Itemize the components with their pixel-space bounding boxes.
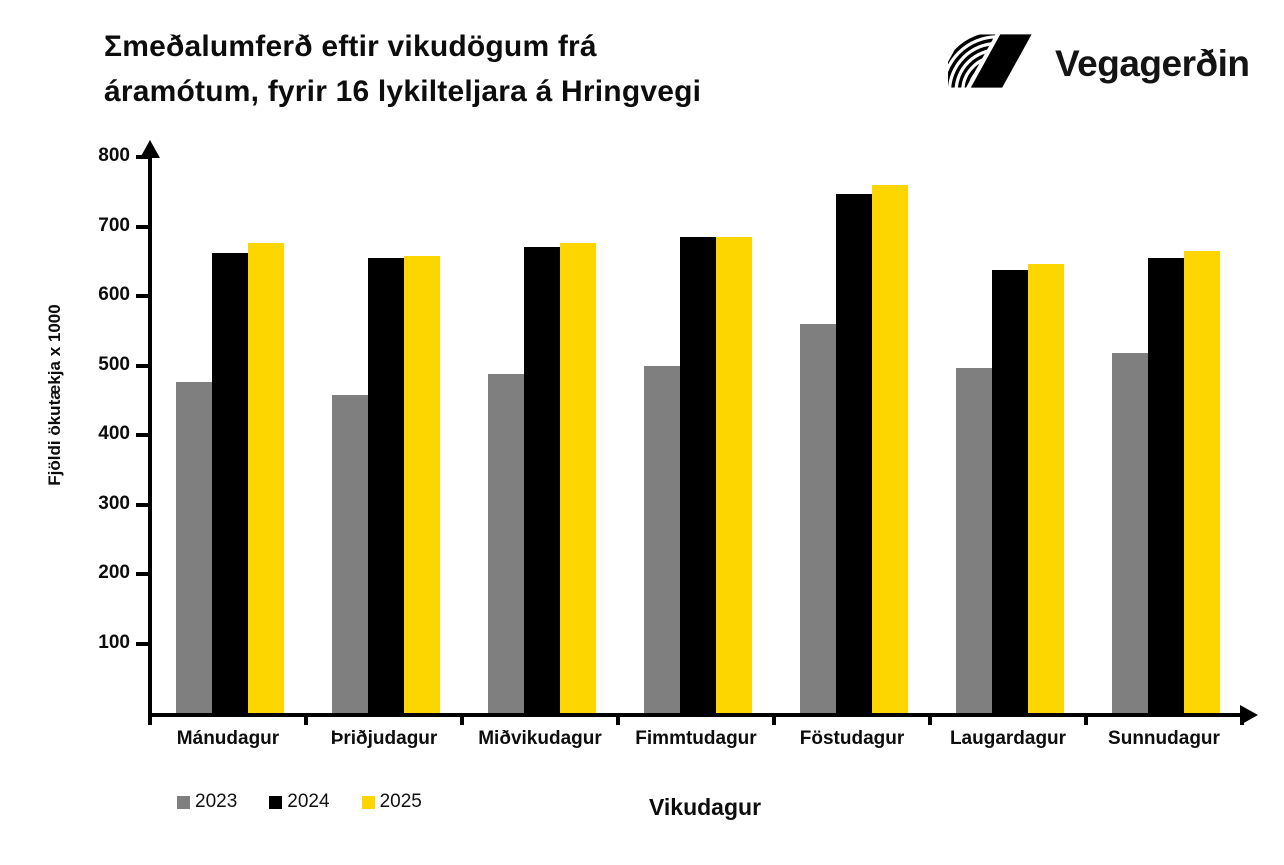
x-axis-category-label-Mánudagur: Mánudagur bbox=[176, 728, 280, 749]
x-axis-category-label-Laugardagur: Laugardagur bbox=[949, 728, 1067, 749]
y-tick-200 bbox=[136, 572, 150, 576]
x-tick-5 bbox=[928, 714, 932, 725]
bar-2023-Sunnudagur bbox=[1112, 352, 1148, 713]
bar-2024-Miðvikudagur bbox=[524, 247, 560, 713]
y-tick-label-500: 500 bbox=[98, 353, 130, 375]
x-tick-0 bbox=[148, 714, 152, 725]
bar-2025-Föstudagur bbox=[872, 184, 908, 713]
y-tick-100 bbox=[136, 641, 150, 646]
bar-2024-Fimmtudagur bbox=[680, 236, 716, 713]
y-tick-700 bbox=[136, 224, 150, 229]
x-tick-2 bbox=[460, 714, 464, 725]
bar-2025-Fimmtudagur bbox=[716, 236, 752, 713]
bar-2025-Mánudagur bbox=[248, 243, 284, 713]
chart-title: Σmeðalumferð eftir vikudögum frá áramótu… bbox=[104, 24, 701, 114]
bar-2023-Laugardagur bbox=[956, 368, 992, 713]
bar-2023-Fimmtudagur bbox=[644, 365, 680, 713]
y-tick-label-100: 100 bbox=[98, 631, 130, 653]
y-tick-label-800: 800 bbox=[98, 145, 130, 166]
bar-2024-Mánudagur bbox=[212, 252, 248, 713]
x-axis-category-label-Fimmtudagur: Fimmtudagur bbox=[635, 728, 757, 749]
bar-2025-Laugardagur bbox=[1028, 264, 1064, 713]
y-axis-line bbox=[148, 150, 152, 717]
bar-2024-Laugardagur bbox=[992, 269, 1028, 713]
chart-title-line1: Σmeðalumferð eftir vikudögum frá bbox=[104, 30, 597, 63]
legend-label-2024: 2024 bbox=[287, 791, 330, 812]
legend-swatch-2023 bbox=[177, 795, 190, 809]
y-tick-label-400: 400 bbox=[98, 423, 130, 444]
bar-2023-Föstudagur bbox=[800, 323, 836, 713]
x-axis-line bbox=[148, 713, 1244, 717]
bar-2024-Sunnudagur bbox=[1148, 257, 1184, 713]
bar-2023-Þriðjudagur bbox=[332, 394, 368, 713]
x-tick-6 bbox=[1084, 714, 1088, 725]
x-axis-title: Vikudagur bbox=[648, 794, 762, 820]
y-tick-600 bbox=[136, 294, 150, 298]
y-tick-400 bbox=[136, 433, 150, 437]
vegagerdin-logo: Vegagerðin bbox=[937, 30, 1250, 97]
legend-item-2025: 2025 bbox=[361, 791, 422, 813]
bar-2023-Miðvikudagur bbox=[488, 373, 524, 713]
y-tick-label-600: 600 bbox=[98, 284, 130, 305]
legend-label-2025: 2025 bbox=[379, 791, 422, 812]
legend-item-2024: 2024 bbox=[269, 791, 330, 813]
bar-2024-Föstudagur bbox=[836, 193, 872, 713]
x-axis-category-label-Föstudagur: Föstudagur bbox=[799, 728, 905, 749]
x-tick-1 bbox=[304, 714, 308, 725]
x-tick-3 bbox=[616, 714, 620, 725]
chart-title-line2: áramótum, fyrir 16 lykilteljara á Hringv… bbox=[104, 75, 702, 108]
legend-label-2023: 2023 bbox=[195, 791, 238, 812]
legend-swatch-2024 bbox=[269, 795, 283, 809]
y-tick-500 bbox=[136, 363, 150, 368]
x-axis-category-label-Þriðjudagur: Þriðjudagur bbox=[330, 728, 438, 749]
bar-2023-Mánudagur bbox=[176, 382, 212, 713]
bar-2025-Sunnudagur bbox=[1184, 250, 1220, 713]
x-axis-category-label-Miðvikudagur: Miðvikudagur bbox=[478, 728, 602, 749]
legend-swatch-2025 bbox=[361, 795, 375, 809]
y-tick-300 bbox=[136, 502, 150, 507]
bar-2025-Þriðjudagur bbox=[404, 255, 440, 713]
y-tick-label-700: 700 bbox=[98, 214, 130, 236]
x-axis-arrow-icon bbox=[1240, 705, 1258, 725]
y-axis-label: Fjöldi ökutækja x 1000 bbox=[45, 304, 64, 486]
y-tick-label-300: 300 bbox=[98, 492, 130, 514]
x-tick-4 bbox=[772, 714, 776, 725]
y-tick-label-200: 200 bbox=[98, 562, 130, 583]
legend-item-2023: 2023 bbox=[177, 791, 237, 813]
legend: 2023 2024 2025 bbox=[177, 791, 422, 813]
y-axis-arrow-icon bbox=[140, 140, 160, 158]
x-axis-category-label-Sunnudagur: Sunnudagur bbox=[1108, 728, 1220, 749]
bar-2024-Þriðjudagur bbox=[368, 258, 404, 713]
bar-2025-Miðvikudagur bbox=[560, 243, 596, 713]
vegagerdin-logo-icon bbox=[937, 30, 1043, 97]
logo-text: Vegagerðin bbox=[1055, 42, 1250, 84]
